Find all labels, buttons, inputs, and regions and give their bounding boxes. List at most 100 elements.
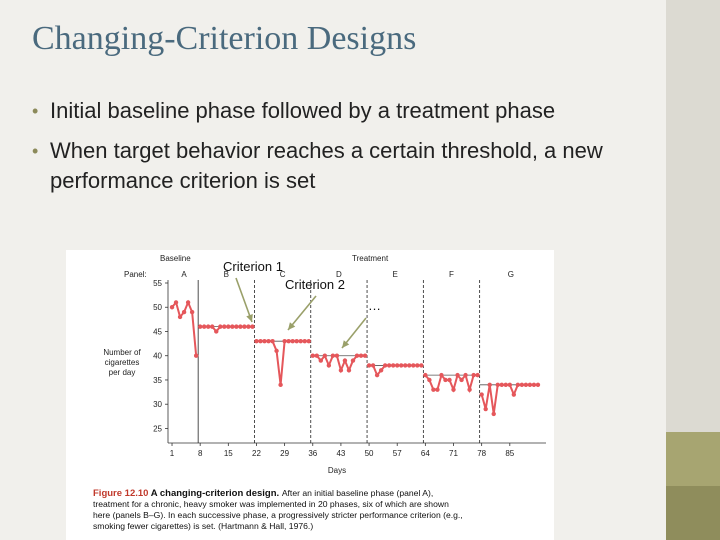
data-point bbox=[467, 387, 472, 392]
y-axis-label: Number of bbox=[103, 348, 141, 357]
data-point bbox=[169, 305, 175, 310]
data-point bbox=[218, 324, 223, 329]
x-tick-label: 78 bbox=[477, 449, 486, 458]
bullet-icon: • bbox=[32, 101, 39, 121]
right-decorative-bar bbox=[666, 0, 720, 540]
data-point bbox=[350, 358, 356, 363]
data-point bbox=[527, 382, 533, 388]
data-point bbox=[463, 372, 468, 378]
data-point bbox=[459, 377, 464, 383]
data-point bbox=[310, 353, 315, 358]
data-point bbox=[330, 353, 336, 358]
figure-panel: Baseline Treatment Panel: A B C D E F G 25 30 35 40 45… bbox=[66, 250, 554, 540]
x-tick-label: 29 bbox=[280, 449, 289, 458]
data-point bbox=[342, 358, 348, 363]
bullet-text: When target behavior reaches a certain t… bbox=[50, 138, 603, 193]
data-point bbox=[222, 324, 227, 329]
data-point bbox=[395, 363, 400, 368]
data-point bbox=[318, 358, 324, 363]
data-point bbox=[378, 368, 384, 373]
data-point bbox=[230, 324, 235, 329]
data-point bbox=[523, 382, 529, 388]
panel-label: F bbox=[449, 270, 454, 279]
bullet-icon: • bbox=[32, 141, 39, 161]
panel-label: C bbox=[280, 270, 286, 279]
y-tick-label: 35 bbox=[153, 376, 162, 385]
data-point bbox=[455, 372, 460, 378]
data-point bbox=[294, 338, 299, 344]
figure-caption-text: After an initial baseline phase (panel A… bbox=[282, 488, 433, 498]
data-point bbox=[242, 324, 247, 329]
data-point bbox=[499, 382, 504, 388]
y-tick-label: 25 bbox=[153, 424, 162, 433]
data-point bbox=[475, 372, 480, 378]
x-axis-label: Days bbox=[328, 466, 346, 475]
changing-criterion-chart: Baseline Treatment Panel: A B C D E F G 25 30 35 40 45… bbox=[93, 254, 546, 531]
right-accent-block-dark bbox=[666, 486, 720, 540]
data-point bbox=[326, 363, 332, 368]
data-point bbox=[479, 392, 484, 397]
data-point bbox=[451, 387, 456, 392]
x-tick-label: 22 bbox=[252, 449, 261, 458]
y-tick-label: 50 bbox=[153, 303, 162, 312]
data-point bbox=[358, 353, 364, 358]
x-tick-label: 64 bbox=[421, 449, 430, 458]
data-point bbox=[177, 314, 183, 320]
x-tick-label: 50 bbox=[365, 449, 374, 458]
y-tick-label: 40 bbox=[153, 352, 162, 361]
data-point bbox=[262, 338, 267, 344]
data-point bbox=[370, 363, 376, 368]
x-tick-label: 15 bbox=[224, 449, 233, 458]
y-axis-label: cigarettes bbox=[105, 358, 140, 367]
data-point bbox=[306, 338, 311, 344]
data-point bbox=[447, 377, 452, 383]
panel-label: B bbox=[224, 270, 229, 279]
data-point bbox=[431, 387, 436, 392]
data-point bbox=[443, 377, 448, 383]
data-point bbox=[254, 338, 259, 344]
data-point bbox=[322, 353, 328, 358]
data-point bbox=[419, 363, 424, 368]
data-point bbox=[374, 372, 380, 378]
data-point bbox=[286, 338, 291, 344]
panel-label: A bbox=[181, 270, 187, 279]
data-point bbox=[415, 363, 420, 368]
data-point bbox=[258, 338, 263, 344]
data-line bbox=[480, 383, 538, 415]
data-point bbox=[270, 338, 275, 344]
bullet-list: • Initial baseline phase followed by a tr… bbox=[32, 96, 642, 206]
baseline-label: Baseline bbox=[160, 254, 191, 263]
data-point bbox=[234, 324, 239, 329]
data-point bbox=[238, 324, 243, 329]
data-point bbox=[246, 324, 251, 329]
data-point bbox=[366, 363, 372, 368]
data-point bbox=[411, 363, 416, 368]
data-point bbox=[298, 338, 303, 344]
panel-prefix-label: Panel: bbox=[124, 270, 147, 279]
data-point bbox=[507, 382, 513, 388]
data-point bbox=[519, 382, 525, 388]
data-point bbox=[201, 324, 207, 329]
x-tick-label: 1 bbox=[170, 449, 175, 458]
arrow-head-icon bbox=[246, 314, 253, 322]
right-accent-block bbox=[666, 432, 720, 486]
data-point bbox=[173, 300, 179, 305]
panel-label: D bbox=[336, 270, 342, 279]
data-point bbox=[471, 372, 476, 378]
data-point bbox=[483, 406, 488, 412]
data-point bbox=[487, 382, 492, 388]
data-point bbox=[503, 382, 508, 388]
y-tick-label: 30 bbox=[153, 400, 162, 409]
data-point bbox=[435, 387, 440, 392]
data-point bbox=[399, 363, 404, 368]
x-tick-label: 36 bbox=[308, 449, 317, 458]
figure-caption-label: Figure 12.10 bbox=[93, 488, 151, 499]
x-tick-label: 8 bbox=[198, 449, 203, 458]
data-point bbox=[386, 363, 392, 368]
data-point bbox=[531, 382, 537, 388]
criterion-1-annotation: Criterion 1 bbox=[223, 259, 283, 274]
x-tick-label: 57 bbox=[393, 449, 402, 458]
arrow-head-icon bbox=[342, 340, 350, 348]
data-point bbox=[197, 324, 203, 329]
treatment-label: Treatment bbox=[352, 254, 389, 263]
